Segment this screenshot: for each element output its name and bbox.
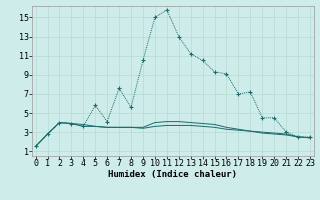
X-axis label: Humidex (Indice chaleur): Humidex (Indice chaleur) xyxy=(108,170,237,179)
